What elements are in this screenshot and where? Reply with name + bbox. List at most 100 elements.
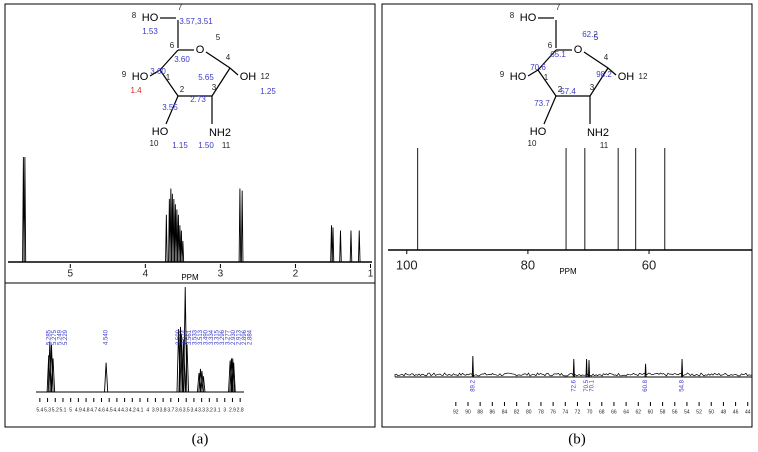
chemical-shift: 1.53 bbox=[142, 27, 158, 36]
x-tick-label: 4.4 bbox=[113, 407, 120, 413]
peak bbox=[104, 362, 109, 393]
peak-label: 3.490 bbox=[204, 329, 210, 345]
atom-number: 12 bbox=[639, 72, 648, 81]
bond bbox=[159, 49, 179, 71]
x-tick-label: 54 bbox=[684, 409, 690, 415]
peak bbox=[572, 358, 575, 378]
chemical-shift: 2.73 bbox=[190, 95, 206, 104]
peak bbox=[199, 370, 204, 393]
x-tick-label: 80 bbox=[521, 257, 535, 272]
peak-label: 5.229 bbox=[63, 329, 69, 345]
bond bbox=[543, 95, 557, 125]
x-tick-label: 2 bbox=[293, 269, 299, 280]
chemical-shift: 3.60 bbox=[174, 55, 190, 64]
x-tick-label: 76 bbox=[550, 409, 556, 415]
chemical-shift: 65.1 bbox=[550, 50, 566, 59]
peak-label: 2.913 bbox=[237, 329, 243, 345]
atom-number: 8 bbox=[510, 11, 515, 20]
peak-label: 3.315 bbox=[215, 329, 221, 345]
atom-number: 10 bbox=[150, 139, 159, 148]
atom-number: 3 bbox=[590, 83, 595, 92]
x-tick-label: 60 bbox=[642, 257, 656, 272]
chemical-shift: 3.60 bbox=[150, 67, 166, 76]
peak bbox=[196, 373, 202, 393]
x-tick-label: 5.3 bbox=[44, 407, 51, 413]
x-tick-label: 82 bbox=[514, 409, 520, 415]
atom-number: 5 bbox=[594, 33, 599, 42]
peak-label: 3.574 bbox=[182, 329, 188, 345]
noise bbox=[394, 372, 753, 377]
atom-number: 10 bbox=[528, 139, 537, 148]
peak bbox=[198, 368, 203, 393]
peak bbox=[231, 362, 236, 393]
x-tick-label: 2.9 bbox=[229, 407, 236, 413]
bond bbox=[589, 67, 609, 97]
x-tick-label: 5 bbox=[69, 407, 72, 413]
atom-number: 8 bbox=[132, 11, 137, 20]
panel-frame bbox=[4, 3, 376, 428]
x-tick-label: 3.8 bbox=[160, 407, 167, 413]
x-tick-label: 5.2 bbox=[52, 407, 59, 413]
peak bbox=[178, 225, 182, 263]
bond bbox=[583, 51, 609, 69]
x-tick-label: 3.4 bbox=[190, 407, 197, 413]
x-tick-label: 5.4 bbox=[36, 407, 43, 413]
bond bbox=[165, 95, 179, 125]
x-tick-label: 88 bbox=[477, 409, 483, 415]
peak bbox=[180, 230, 183, 263]
x-tick-label: 92 bbox=[453, 409, 459, 415]
peak bbox=[471, 355, 474, 378]
bond bbox=[205, 51, 231, 69]
peak-label: 2.884 bbox=[248, 329, 254, 345]
x-tick-label: 1 bbox=[368, 269, 374, 280]
peak bbox=[177, 214, 180, 263]
peak-label: 70.1 bbox=[590, 379, 596, 391]
peak-label: 3.277 bbox=[226, 329, 232, 345]
atom-number: 4 bbox=[226, 53, 231, 62]
x-tick-label: 4.6 bbox=[98, 407, 105, 413]
axis-label: PPM bbox=[181, 273, 199, 282]
peak-label: 3.513 bbox=[198, 329, 204, 345]
peak bbox=[587, 360, 591, 378]
chemical-shift: 1.25 bbox=[260, 87, 276, 96]
atom-group: HO bbox=[142, 12, 159, 24]
chemical-shift: 70.6 bbox=[530, 63, 546, 72]
atom-number: 11 bbox=[600, 141, 609, 150]
axis-label: PPM bbox=[559, 267, 577, 276]
atom-group: HO bbox=[132, 71, 149, 83]
x-tick-label: 5 bbox=[68, 269, 74, 280]
chemical-shift: 57.4 bbox=[560, 87, 576, 96]
atom-group: O bbox=[196, 44, 205, 56]
atom-group: NH2 bbox=[209, 127, 231, 139]
x-tick-label: 4 bbox=[146, 407, 149, 413]
chemical-shift: 98.2 bbox=[596, 70, 612, 79]
peak bbox=[46, 355, 51, 393]
bond bbox=[537, 49, 557, 71]
atom-number: 3 bbox=[212, 83, 217, 92]
x-tick-label: 100 bbox=[396, 257, 418, 272]
atom-number: 12 bbox=[261, 72, 270, 81]
x-tick-label: 52 bbox=[696, 409, 702, 415]
peak bbox=[238, 188, 242, 263]
atom-number: 9 bbox=[122, 70, 127, 79]
peak-label: 5.249 bbox=[57, 329, 63, 345]
atom-group: HO bbox=[530, 126, 547, 138]
peak bbox=[175, 209, 179, 263]
atom-group: NH2 bbox=[587, 127, 609, 139]
x-tick-label: 44 bbox=[745, 409, 751, 415]
peak bbox=[171, 193, 174, 263]
x-tick-label: 74 bbox=[563, 409, 569, 415]
x-tick-label: 48 bbox=[721, 409, 727, 415]
atom-number: 4 bbox=[604, 53, 609, 62]
peak bbox=[181, 240, 185, 263]
peak-label: 3.599 bbox=[176, 329, 182, 345]
peak-label: 3.296 bbox=[220, 329, 226, 345]
peak bbox=[330, 225, 333, 263]
bond bbox=[607, 67, 617, 76]
x-tick-label: 80 bbox=[526, 409, 532, 415]
x-tick-label: 4.2 bbox=[129, 407, 136, 413]
peak bbox=[201, 376, 206, 393]
peak-label: 89.2 bbox=[470, 379, 476, 391]
peak-label: 3.561 bbox=[187, 329, 193, 345]
